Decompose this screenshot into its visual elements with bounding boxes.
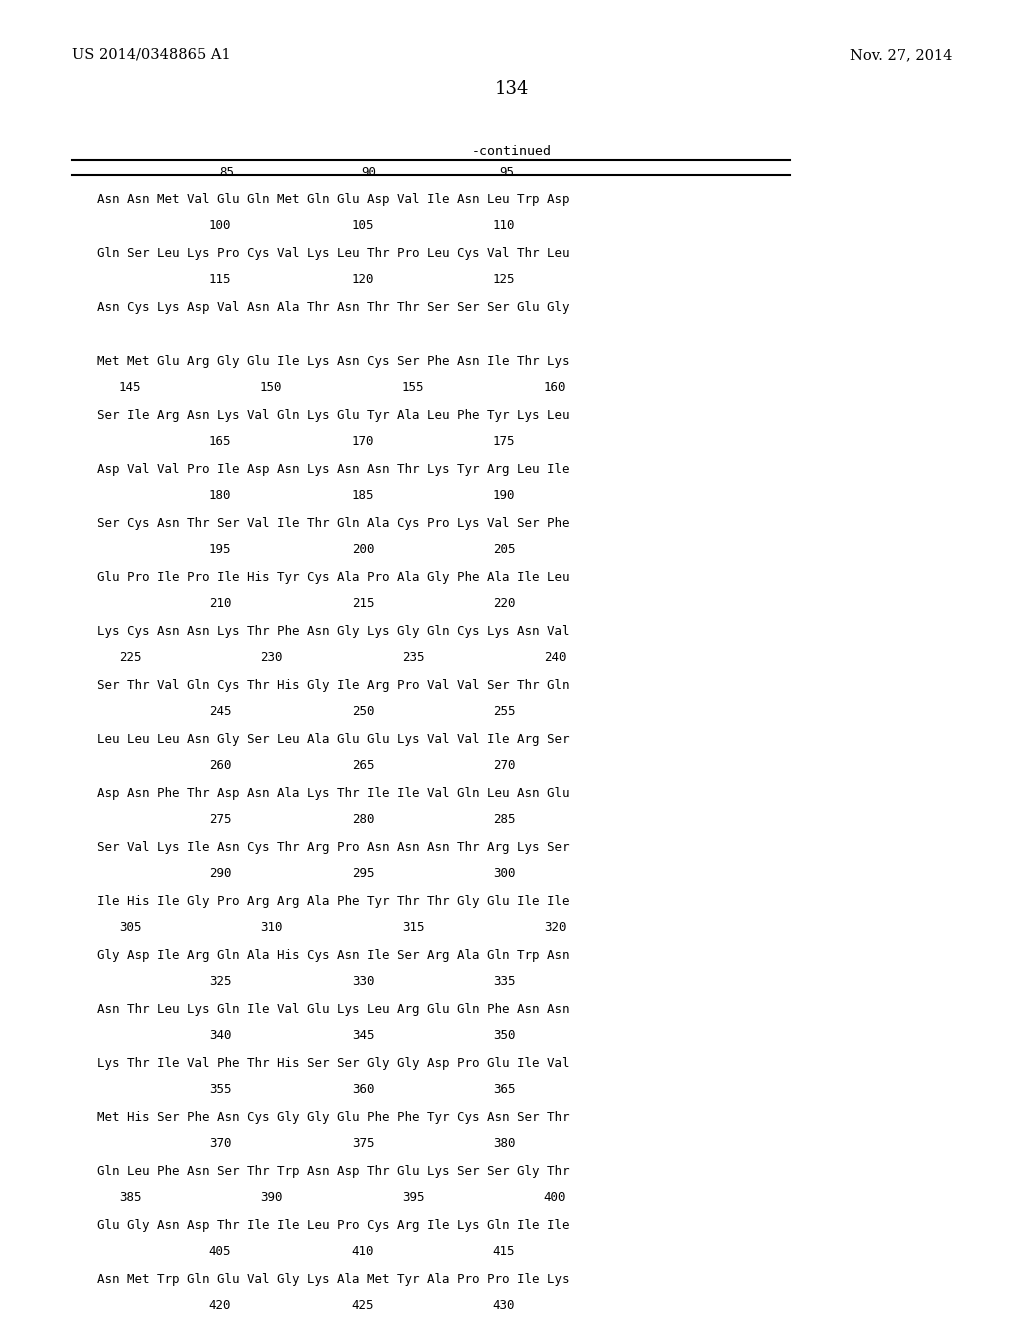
Text: Leu Leu Leu Asn Gly Ser Leu Ala Glu Glu Lys Val Val Ile Arg Ser: Leu Leu Leu Asn Gly Ser Leu Ala Glu Glu … xyxy=(97,733,569,746)
Text: Asn Asn Met Val Glu Gln Met Gln Glu Asp Val Ile Asn Leu Trp Asp: Asn Asn Met Val Glu Gln Met Gln Glu Asp … xyxy=(97,193,569,206)
Text: 325: 325 xyxy=(209,975,231,987)
Text: 405: 405 xyxy=(209,1245,231,1258)
Text: Gly Asp Ile Arg Gln Ala His Cys Asn Ile Ser Arg Ala Gln Trp Asn: Gly Asp Ile Arg Gln Ala His Cys Asn Ile … xyxy=(97,949,569,962)
Text: 415: 415 xyxy=(493,1245,515,1258)
Text: 165: 165 xyxy=(209,436,231,447)
Text: 115: 115 xyxy=(209,273,231,286)
Text: 155: 155 xyxy=(401,381,424,393)
Text: 335: 335 xyxy=(493,975,515,987)
Text: 95: 95 xyxy=(500,166,514,180)
Text: US 2014/0348865 A1: US 2014/0348865 A1 xyxy=(72,48,230,62)
Text: 305: 305 xyxy=(119,921,141,935)
Text: 330: 330 xyxy=(352,975,374,987)
Text: Asp Asn Phe Thr Asp Asn Ala Lys Thr Ile Ile Val Gln Leu Asn Glu: Asp Asn Phe Thr Asp Asn Ala Lys Thr Ile … xyxy=(97,787,569,800)
Text: Ser Ile Arg Asn Lys Val Gln Lys Glu Tyr Ala Leu Phe Tyr Lys Leu: Ser Ile Arg Asn Lys Val Gln Lys Glu Tyr … xyxy=(97,409,569,422)
Text: Met Met Glu Arg Gly Glu Ile Lys Asn Cys Ser Phe Asn Ile Thr Lys: Met Met Glu Arg Gly Glu Ile Lys Asn Cys … xyxy=(97,355,569,368)
Text: 300: 300 xyxy=(493,867,515,880)
Text: 225: 225 xyxy=(119,651,141,664)
Text: 430: 430 xyxy=(493,1299,515,1312)
Text: Met His Ser Phe Asn Cys Gly Gly Glu Phe Phe Tyr Cys Asn Ser Thr: Met His Ser Phe Asn Cys Gly Gly Glu Phe … xyxy=(97,1111,569,1125)
Text: 410: 410 xyxy=(352,1245,374,1258)
Text: 285: 285 xyxy=(493,813,515,826)
Text: 260: 260 xyxy=(209,759,231,772)
Text: 375: 375 xyxy=(352,1137,374,1150)
Text: 320: 320 xyxy=(544,921,566,935)
Text: Gln Leu Phe Asn Ser Thr Trp Asn Asp Thr Glu Lys Ser Ser Gly Thr: Gln Leu Phe Asn Ser Thr Trp Asn Asp Thr … xyxy=(97,1166,569,1177)
Text: 90: 90 xyxy=(361,166,377,180)
Text: 125: 125 xyxy=(493,273,515,286)
Text: 385: 385 xyxy=(119,1191,141,1204)
Text: 85: 85 xyxy=(219,166,234,180)
Text: 265: 265 xyxy=(352,759,374,772)
Text: 120: 120 xyxy=(352,273,374,286)
Text: Glu Pro Ile Pro Ile His Tyr Cys Ala Pro Ala Gly Phe Ala Ile Leu: Glu Pro Ile Pro Ile His Tyr Cys Ala Pro … xyxy=(97,572,569,583)
Text: 100: 100 xyxy=(209,219,231,232)
Text: 134: 134 xyxy=(495,81,529,98)
Text: 160: 160 xyxy=(544,381,566,393)
Text: 395: 395 xyxy=(401,1191,424,1204)
Text: 110: 110 xyxy=(493,219,515,232)
Text: 390: 390 xyxy=(260,1191,283,1204)
Text: 350: 350 xyxy=(493,1030,515,1041)
Text: 170: 170 xyxy=(352,436,374,447)
Text: 195: 195 xyxy=(209,543,231,556)
Text: 255: 255 xyxy=(493,705,515,718)
Text: Gln Ser Leu Lys Pro Cys Val Lys Leu Thr Pro Leu Cys Val Thr Leu: Gln Ser Leu Lys Pro Cys Val Lys Leu Thr … xyxy=(97,247,569,260)
Text: Glu Gly Asn Asp Thr Ile Ile Leu Pro Cys Arg Ile Lys Gln Ile Ile: Glu Gly Asn Asp Thr Ile Ile Leu Pro Cys … xyxy=(97,1218,569,1232)
Text: 230: 230 xyxy=(260,651,283,664)
Text: 200: 200 xyxy=(352,543,374,556)
Text: 205: 205 xyxy=(493,543,515,556)
Text: 310: 310 xyxy=(260,921,283,935)
Text: 365: 365 xyxy=(493,1082,515,1096)
Text: 180: 180 xyxy=(209,488,231,502)
Text: 150: 150 xyxy=(260,381,283,393)
Text: 280: 280 xyxy=(352,813,374,826)
Text: 190: 190 xyxy=(493,488,515,502)
Text: 105: 105 xyxy=(352,219,374,232)
Text: Asn Thr Leu Lys Gln Ile Val Glu Lys Leu Arg Glu Gln Phe Asn Asn: Asn Thr Leu Lys Gln Ile Val Glu Lys Leu … xyxy=(97,1003,569,1016)
Text: 380: 380 xyxy=(493,1137,515,1150)
Text: 210: 210 xyxy=(209,597,231,610)
Text: 290: 290 xyxy=(209,867,231,880)
Text: 220: 220 xyxy=(493,597,515,610)
Text: Ser Val Lys Ile Asn Cys Thr Arg Pro Asn Asn Asn Thr Arg Lys Ser: Ser Val Lys Ile Asn Cys Thr Arg Pro Asn … xyxy=(97,841,569,854)
Text: 425: 425 xyxy=(352,1299,374,1312)
Text: 175: 175 xyxy=(493,436,515,447)
Text: Asp Val Val Pro Ile Asp Asn Lys Asn Asn Thr Lys Tyr Arg Leu Ile: Asp Val Val Pro Ile Asp Asn Lys Asn Asn … xyxy=(97,463,569,477)
Text: Asn Cys Lys Asp Val Asn Ala Thr Asn Thr Thr Ser Ser Ser Glu Gly: Asn Cys Lys Asp Val Asn Ala Thr Asn Thr … xyxy=(97,301,569,314)
Text: 295: 295 xyxy=(352,867,374,880)
Text: Ser Thr Val Gln Cys Thr His Gly Ile Arg Pro Val Val Ser Thr Gln: Ser Thr Val Gln Cys Thr His Gly Ile Arg … xyxy=(97,678,569,692)
Text: 345: 345 xyxy=(352,1030,374,1041)
Text: Nov. 27, 2014: Nov. 27, 2014 xyxy=(850,48,952,62)
Text: 270: 270 xyxy=(493,759,515,772)
Text: 400: 400 xyxy=(544,1191,566,1204)
Text: 315: 315 xyxy=(401,921,424,935)
Text: 420: 420 xyxy=(209,1299,231,1312)
Text: 145: 145 xyxy=(119,381,141,393)
Text: 340: 340 xyxy=(209,1030,231,1041)
Text: 235: 235 xyxy=(401,651,424,664)
Text: Asn Met Trp Gln Glu Val Gly Lys Ala Met Tyr Ala Pro Pro Ile Lys: Asn Met Trp Gln Glu Val Gly Lys Ala Met … xyxy=(97,1272,569,1286)
Text: 275: 275 xyxy=(209,813,231,826)
Text: 215: 215 xyxy=(352,597,374,610)
Text: 355: 355 xyxy=(209,1082,231,1096)
Text: Lys Cys Asn Asn Lys Thr Phe Asn Gly Lys Gly Gln Cys Lys Asn Val: Lys Cys Asn Asn Lys Thr Phe Asn Gly Lys … xyxy=(97,624,569,638)
Text: Lys Thr Ile Val Phe Thr His Ser Ser Gly Gly Asp Pro Glu Ile Val: Lys Thr Ile Val Phe Thr His Ser Ser Gly … xyxy=(97,1057,569,1071)
Text: 245: 245 xyxy=(209,705,231,718)
Text: 360: 360 xyxy=(352,1082,374,1096)
Text: Ile His Ile Gly Pro Arg Arg Ala Phe Tyr Thr Thr Gly Glu Ile Ile: Ile His Ile Gly Pro Arg Arg Ala Phe Tyr … xyxy=(97,895,569,908)
Text: -continued: -continued xyxy=(472,145,552,158)
Text: Ser Cys Asn Thr Ser Val Ile Thr Gln Ala Cys Pro Lys Val Ser Phe: Ser Cys Asn Thr Ser Val Ile Thr Gln Ala … xyxy=(97,517,569,531)
Text: 240: 240 xyxy=(544,651,566,664)
Text: 370: 370 xyxy=(209,1137,231,1150)
Text: 250: 250 xyxy=(352,705,374,718)
Text: 185: 185 xyxy=(352,488,374,502)
